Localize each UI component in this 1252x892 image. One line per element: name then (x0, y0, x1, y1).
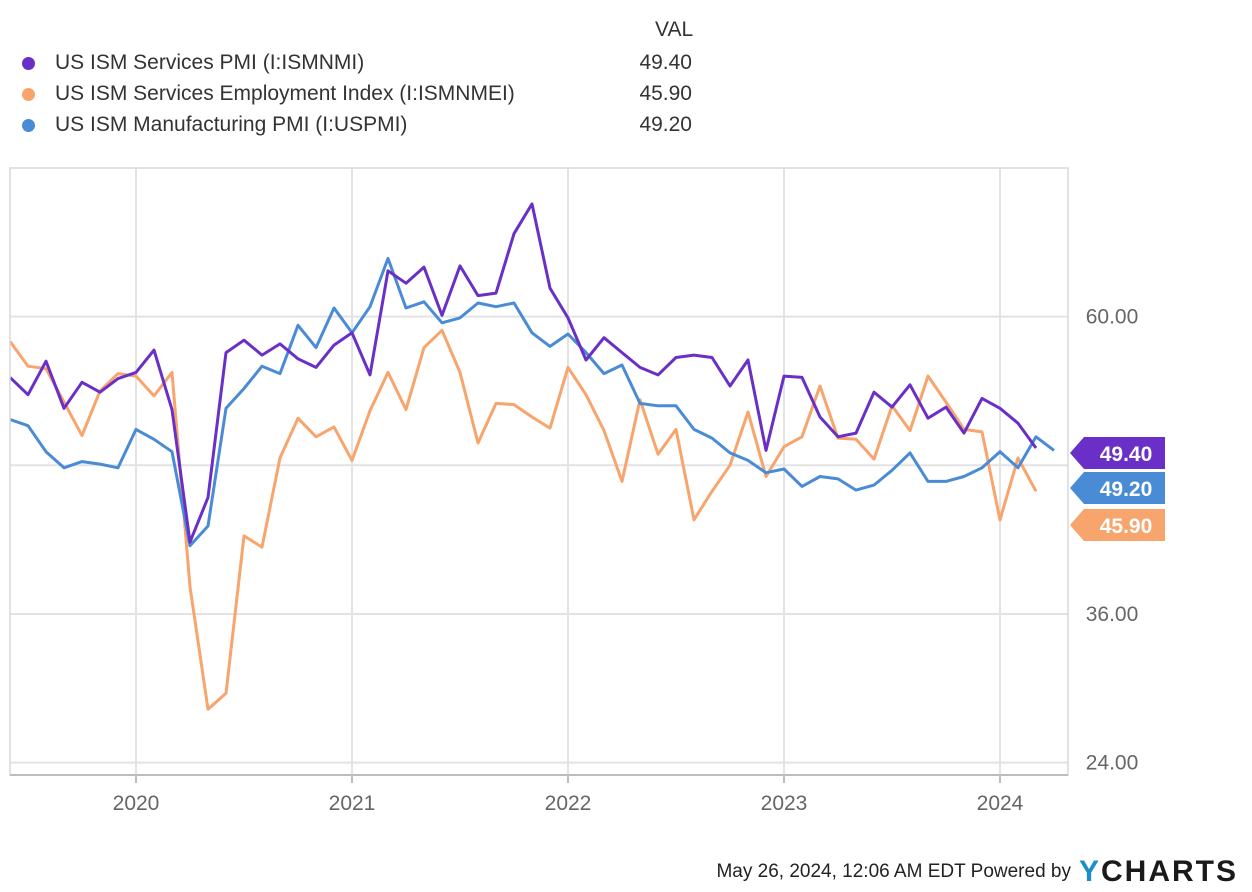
end-tag-label: 49.40 (1100, 443, 1153, 466)
legend-marker-icon (22, 88, 35, 101)
end-tag-label: 49.20 (1100, 478, 1153, 501)
end-tag-0: 49.40 (1070, 437, 1165, 469)
x-tick-label: 2020 (113, 792, 160, 815)
footer: May 26, 2024, 12:06 AM EDT Powered by YC… (716, 855, 1238, 889)
end-tag-shape (1070, 437, 1165, 469)
legend-label: US ISM Manufacturing PMI (I:USPMI) (55, 113, 408, 136)
x-tick-label: 2024 (977, 792, 1024, 815)
series-line-2 (9, 256, 1055, 548)
grid-lines (10, 168, 1068, 775)
legend-item-services-employment[interactable]: US ISM Services Employment Index (I:ISMN… (22, 79, 702, 109)
x-tick-label: 2021 (329, 792, 376, 815)
legend-marker-icon (22, 119, 35, 132)
end-value-tags: 49.40 45.90 49.20 (1070, 437, 1165, 541)
series-lines (8, 202, 1055, 711)
axes (9, 167, 1069, 783)
x-tick-label: 2023 (761, 792, 808, 815)
legend-item-manufacturing-pmi[interactable]: US ISM Manufacturing PMI (I:USPMI) 49.20 (22, 110, 702, 140)
series-line-0 (8, 202, 1038, 544)
ycharts-logo[interactable]: YCHARTS (1079, 855, 1238, 889)
legend-label: US ISM Services PMI (I:ISMNMI) (55, 51, 365, 74)
plot-frame (9, 167, 1069, 776)
legend-value: 45.90 (639, 82, 692, 105)
end-tag-label: 45.90 (1100, 515, 1153, 538)
end-tag-1: 45.90 (1070, 509, 1165, 541)
y-tick-label: 24.00 (1086, 752, 1139, 775)
legend: VAL US ISM Services PMI (I:ISMNMI) 49.40… (0, 0, 720, 150)
x-tick-labels: 2020 2021 2022 2023 2024 (113, 792, 1024, 815)
end-tag-2: 49.20 (1070, 472, 1165, 504)
end-tag-shape (1070, 509, 1165, 541)
legend-value: 49.20 (639, 113, 692, 136)
legend-label: US ISM Services Employment Index (I:ISMN… (55, 82, 515, 105)
logo-prefix: Y (1078, 855, 1101, 888)
legend-item-services-pmi[interactable]: US ISM Services PMI (I:ISMNMI) 49.40 (22, 48, 702, 78)
logo-rest: CHARTS (1101, 855, 1238, 888)
legend-value: 49.40 (639, 51, 692, 74)
end-tag-shape (1070, 472, 1165, 504)
x-tick-label: 2022 (545, 792, 592, 815)
y-tick-label: 60.00 (1086, 306, 1139, 329)
timestamp: May 26, 2024, 12:06 AM EDT Powered by (716, 861, 1071, 882)
legend-marker-icon (22, 57, 35, 70)
legend-value-header: VAL (655, 18, 694, 41)
y-tick-labels: 24.00 36.00 60.00 (1086, 306, 1139, 775)
y-tick-label: 36.00 (1086, 603, 1139, 626)
